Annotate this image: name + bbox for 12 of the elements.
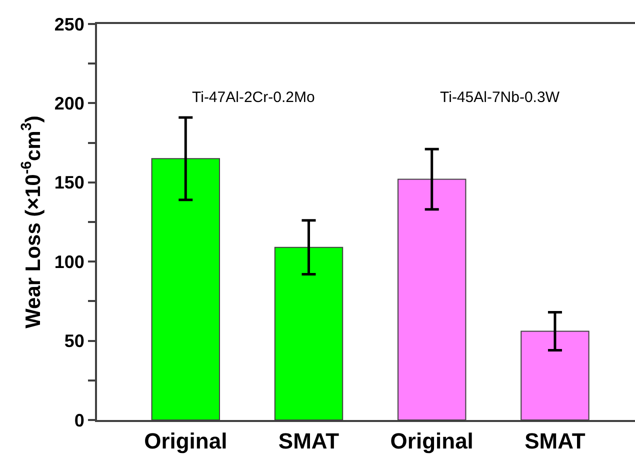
y-tick-label: 50 xyxy=(64,331,84,352)
x-tick-label: SMAT xyxy=(524,428,586,454)
x-tick-label: Original xyxy=(390,428,474,454)
annotation: Ti-45Al-7Nb-0.3W xyxy=(440,89,560,106)
y-tick-label: 200 xyxy=(54,94,84,114)
y-tick-label: 150 xyxy=(54,172,84,193)
x-tick-label: SMAT xyxy=(278,428,340,454)
y-tick-label: 100 xyxy=(54,252,84,272)
annotation: Ti-47Al-2Cr-0.2Mo xyxy=(192,89,315,106)
y-tick-label: 0 xyxy=(74,410,84,430)
y-tick-label: 250 xyxy=(54,14,84,34)
x-tick-label: Original xyxy=(144,428,228,454)
